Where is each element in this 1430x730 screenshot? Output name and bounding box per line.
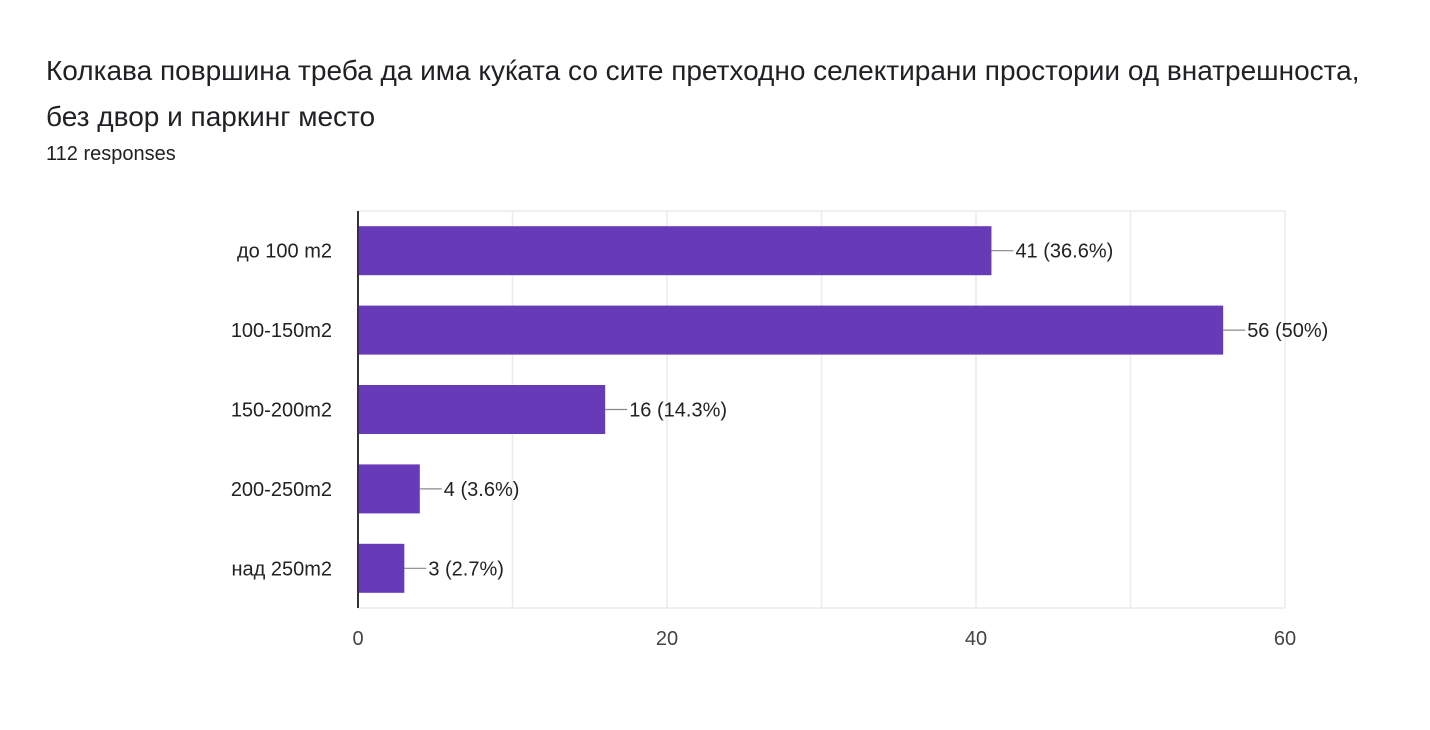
data-label: 3 (2.7%) [428, 558, 504, 580]
x-tick-label: 0 [352, 628, 363, 650]
tick-labels: 0 20 40 60 [352, 628, 1296, 650]
x-tick-label: 60 [1274, 628, 1296, 650]
x-tick-label: 20 [656, 628, 678, 650]
bar [358, 226, 992, 276]
chart-title: Колкава површина треба да има куќата со … [46, 55, 1360, 132]
data-label: 16 (14.3%) [629, 400, 727, 422]
bar [358, 305, 1224, 355]
bar [358, 543, 405, 593]
category-labels: до 100 m2 100-150m2 150-200m2 200-250m2 над … [231, 241, 332, 581]
data-label: 56 (50%) [1247, 320, 1328, 342]
category-label: 150-200m2 [231, 400, 332, 422]
category-label: над 250m2 [231, 558, 332, 580]
data-label: 4 (3.6%) [444, 479, 520, 501]
bars [358, 226, 1224, 593]
category-label: до 100 m2 [237, 241, 332, 263]
leader-lines [404, 250, 1246, 569]
category-label: 200-250m2 [231, 479, 332, 501]
grid-lines [358, 210, 1286, 609]
response-count: 112 responses [46, 143, 176, 165]
bar [358, 385, 606, 434]
x-tick-label: 40 [965, 628, 987, 650]
bar [358, 464, 420, 514]
category-label: 100-150m2 [231, 320, 332, 342]
data-label: 41 (36.6%) [1015, 241, 1113, 263]
data-labels: 41 (36.6%) 56 (50%) 16 (14.3%) 4 (3.6%) 3 (2… [428, 241, 1328, 581]
